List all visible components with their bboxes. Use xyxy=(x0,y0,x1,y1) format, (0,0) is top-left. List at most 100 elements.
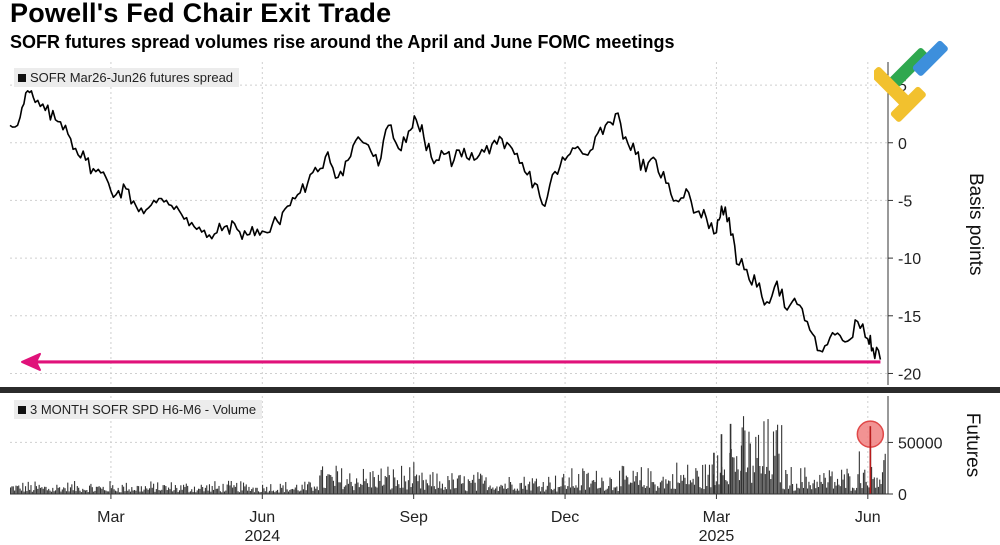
volume-bar xyxy=(371,487,373,494)
volume-bar xyxy=(830,476,832,494)
volume-bar xyxy=(428,485,430,494)
volume-bar xyxy=(511,484,513,494)
spread-series xyxy=(9,90,882,371)
volume-bar xyxy=(102,486,104,494)
volume-bar xyxy=(362,468,364,494)
volume-bar xyxy=(677,482,679,494)
volume-bar xyxy=(794,490,796,494)
volume-bar xyxy=(380,468,382,494)
volume-bar xyxy=(556,491,558,494)
volume-bar xyxy=(87,492,89,494)
arrow-head xyxy=(21,352,41,371)
volume-bar xyxy=(192,491,194,494)
volume-bar xyxy=(782,488,784,494)
volume-bar xyxy=(110,488,112,494)
volume-bar xyxy=(786,474,788,494)
volume-bar xyxy=(456,478,458,494)
volume-bar xyxy=(519,483,521,494)
volume-bar xyxy=(775,430,777,494)
volume-bar xyxy=(309,482,311,494)
volume-bar xyxy=(688,484,690,494)
volume-bar xyxy=(296,484,298,494)
volume-bar xyxy=(738,480,740,494)
volume-bar xyxy=(801,482,803,494)
volume-bar xyxy=(86,489,88,494)
volume-bar xyxy=(706,486,708,494)
volume-bar xyxy=(752,465,754,494)
volume-bar xyxy=(480,473,482,494)
volume-bar xyxy=(454,488,456,494)
volume-bar xyxy=(601,477,603,494)
volume-bar xyxy=(121,484,123,494)
volume-bars xyxy=(10,416,886,494)
volume-bar xyxy=(46,490,48,494)
volume-bar xyxy=(267,492,269,494)
volume-bar xyxy=(838,484,840,494)
volume-bar xyxy=(422,480,424,494)
volume-bar xyxy=(237,491,239,494)
volume-bar xyxy=(777,424,779,494)
volume-bar xyxy=(74,481,76,494)
volume-bar xyxy=(418,475,420,494)
volume-bar xyxy=(304,481,306,494)
volume-bar xyxy=(628,484,630,494)
volume-bar xyxy=(655,490,657,494)
volume-bar xyxy=(376,487,378,494)
volume-bar xyxy=(575,485,577,494)
volume-bar xyxy=(163,485,166,494)
volume-bar xyxy=(57,487,59,494)
legend-top: SOFR Mar26-Jun26 futures spread xyxy=(14,68,240,87)
volume-bar xyxy=(722,475,724,494)
volume-bar xyxy=(268,490,270,494)
volume-bar xyxy=(429,474,431,494)
volume-bar xyxy=(604,490,606,494)
volume-bar xyxy=(842,479,844,494)
volume-bar xyxy=(361,484,363,494)
volume-bar xyxy=(633,481,636,494)
volume-bar xyxy=(430,486,433,494)
volume-bar xyxy=(872,479,874,494)
volume-bar xyxy=(507,488,509,494)
volume-bar xyxy=(740,470,742,494)
volume-bar xyxy=(225,490,227,494)
volume-bar xyxy=(305,490,307,494)
volume-bar xyxy=(271,491,273,494)
volume-bar xyxy=(300,490,302,494)
volume-bar xyxy=(319,475,321,494)
top-panel-y-axis: 5 0 -5 -10 -15 -20 xyxy=(887,62,921,385)
volume-bar xyxy=(144,486,146,494)
volume-bar xyxy=(631,482,633,494)
volume-bar xyxy=(315,488,317,494)
volume-bar xyxy=(364,481,366,494)
volume-bar xyxy=(850,490,852,494)
volume-bar xyxy=(48,488,50,494)
volume-bar xyxy=(387,466,389,494)
volume-bar xyxy=(128,489,130,494)
volume-bar xyxy=(755,436,757,494)
volume-bar xyxy=(383,484,385,494)
volume-bar xyxy=(466,491,468,494)
volume-bar xyxy=(658,487,660,494)
volume-bar xyxy=(875,487,877,494)
volume-bar xyxy=(597,488,599,494)
volume-bar xyxy=(828,470,830,494)
volume-bar xyxy=(640,467,642,494)
volume-bar xyxy=(589,487,591,494)
volume-bar xyxy=(217,488,219,494)
volume-bar xyxy=(124,491,126,494)
volume-bar xyxy=(674,488,676,494)
volume-bar xyxy=(465,490,467,494)
volume-bar xyxy=(564,485,566,494)
volume-bar xyxy=(338,482,340,494)
volume-bar xyxy=(793,490,795,494)
volume-bar xyxy=(501,485,503,494)
volume-bar xyxy=(331,476,333,494)
volume-bar xyxy=(406,489,408,494)
volume-bar xyxy=(759,465,761,494)
volume-bar xyxy=(351,486,354,494)
volume-bar xyxy=(598,487,600,494)
volume-bar xyxy=(95,486,97,494)
volume-bar xyxy=(745,472,747,494)
volume-bar xyxy=(853,488,855,494)
volume-bar xyxy=(766,466,768,494)
